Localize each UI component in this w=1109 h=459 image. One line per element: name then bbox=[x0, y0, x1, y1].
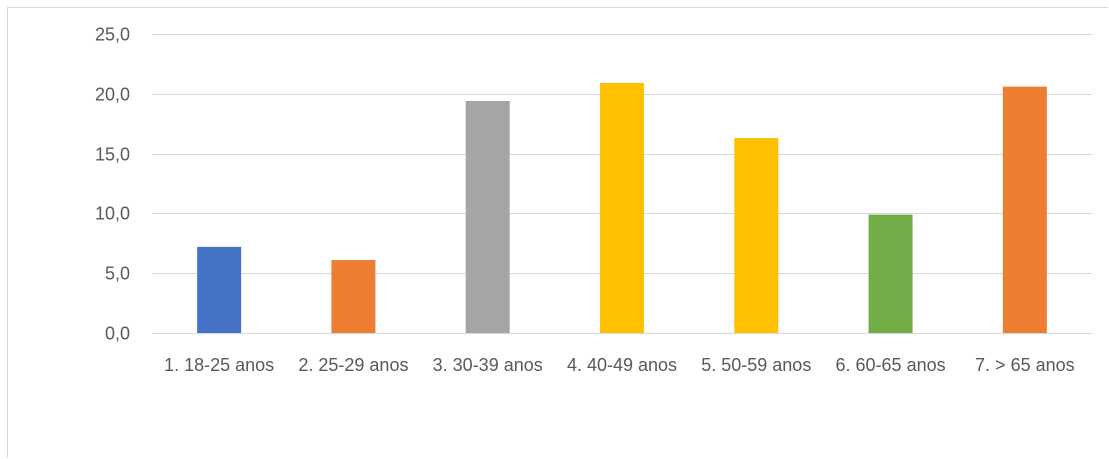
y-axis-ticks: 0,0 5,0 10,0 15,0 20,0 25,0 bbox=[95, 25, 130, 344]
bar bbox=[734, 138, 779, 333]
x-tick-label: 2. 25-29 anos bbox=[298, 355, 408, 375]
bar bbox=[197, 246, 242, 333]
y-tick-label: 10,0 bbox=[95, 204, 130, 224]
bar bbox=[465, 100, 510, 333]
x-tick-label: 6. 60-65 anos bbox=[836, 355, 946, 375]
bar bbox=[331, 260, 376, 333]
y-tick-label: 20,0 bbox=[95, 85, 130, 105]
x-tick-label: 3. 30-39 anos bbox=[433, 355, 543, 375]
x-axis-ticks: 1. 18-25 anos 2. 25-29 anos 3. 30-39 anos 4… bbox=[164, 355, 1075, 375]
bar bbox=[600, 83, 644, 333]
bar bbox=[1002, 86, 1047, 334]
x-tick-label: 7. > 65 anos bbox=[975, 355, 1075, 375]
y-tick-label: 0,0 bbox=[105, 324, 130, 344]
x-tick-label: 1. 18-25 anos bbox=[164, 355, 274, 375]
chart-frame bbox=[7, 7, 1108, 458]
y-tick-label: 5,0 bbox=[105, 264, 130, 284]
y-tick-label: 15,0 bbox=[95, 145, 130, 165]
y-tick-label: 25,0 bbox=[95, 25, 130, 45]
bar bbox=[868, 214, 913, 333]
bars bbox=[197, 83, 1047, 334]
x-tick-label: 4. 40-49 anos bbox=[567, 355, 677, 375]
x-tick-label: 5. 50-59 anos bbox=[701, 355, 811, 375]
